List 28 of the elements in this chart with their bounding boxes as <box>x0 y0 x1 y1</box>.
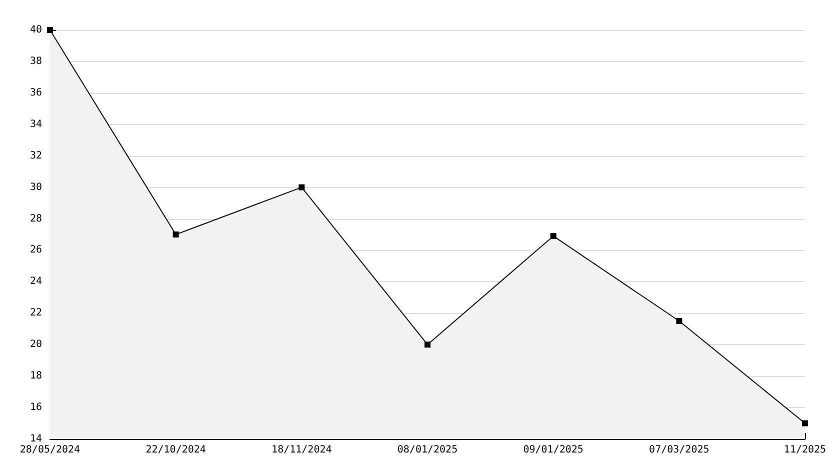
point <box>802 420 808 426</box>
y-tick-label: 20 <box>30 339 42 350</box>
y-tick-label: 28 <box>30 213 42 224</box>
point <box>550 233 556 240</box>
point <box>676 318 682 324</box>
y-tick-label: 22 <box>30 308 42 319</box>
y-tick-label: 38 <box>30 56 42 67</box>
y-tick-label: 36 <box>30 87 42 98</box>
x-tick-label: 22/10/2024 <box>146 444 206 456</box>
x-tick-label: 07/03/2025 <box>649 444 710 456</box>
y-tick-label: 14 <box>30 434 42 444</box>
point <box>47 27 53 33</box>
point <box>172 232 179 238</box>
x-tick-label: 09/01/2025 <box>523 444 584 456</box>
x-tick-label: 28/05/2024 <box>20 444 80 456</box>
x-tick-label: 08/01/2025 <box>397 444 458 456</box>
point <box>424 342 430 348</box>
y-tick-label: 18 <box>30 370 42 382</box>
x-tick-label: 18/11/2024 <box>272 444 332 456</box>
x-tick-label: 11/2025 <box>784 444 826 456</box>
y-tick-label: 32 <box>30 150 42 162</box>
y-tick-label: 24 <box>30 276 42 288</box>
point <box>298 184 305 190</box>
y-tick-label: 34 <box>30 118 42 130</box>
y-tick-label: 26 <box>30 244 42 256</box>
y-tick-label: 40 <box>30 24 42 36</box>
y-tick-label: 16 <box>30 402 42 414</box>
y-tick-label: 30 <box>30 182 42 193</box>
